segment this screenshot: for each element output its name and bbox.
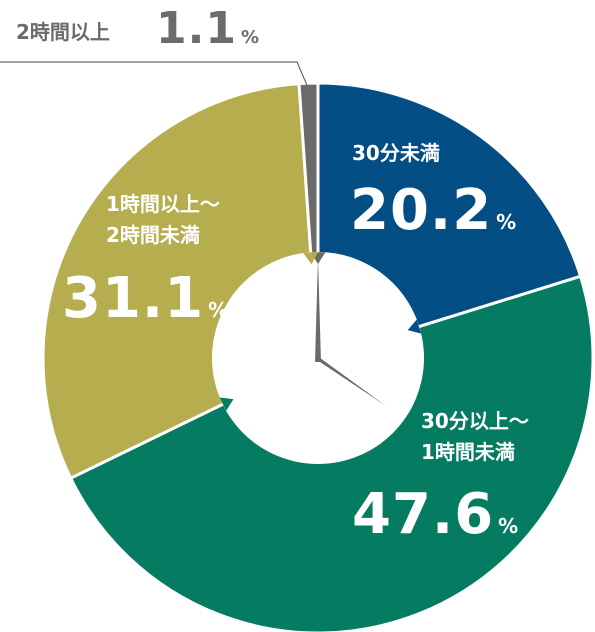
slice-4-value: 1.1%: [156, 3, 259, 54]
slice-3-label-line-2: 2時間未満: [106, 223, 200, 247]
slice-2-value-number: 47.6: [352, 482, 494, 547]
chart-center: [212, 252, 424, 464]
chart-labels: 30分未満 20.2 % 30分以上～ 1時間未満 47.6 % 1時間以上～ 2時間未満 31.…: [0, 3, 529, 547]
boundary-notch: [407, 319, 422, 334]
slice-1-label: 30分未満: [352, 141, 440, 165]
slice-2-label-line-2: 1時間未満: [421, 440, 515, 464]
minute-hand: [315, 258, 321, 362]
slice-3-label-line-1: 1時間以上～: [106, 192, 220, 216]
clock-hands-icon: [315, 258, 386, 406]
hour-hand: [316, 355, 386, 406]
slice-4-leader-line: [0, 61, 310, 90]
slice-4-label: 2時間以上: [16, 20, 110, 44]
boundary-notch: [219, 397, 234, 411]
slice-2-label-line-1: 30分以上～: [421, 409, 529, 433]
slice-1-value-number: 20.2: [350, 178, 492, 243]
slice-3-value-number: 31.1: [62, 266, 204, 331]
slice-1-value: 20.2%: [350, 178, 516, 243]
slice-4-value-number: 1.1: [156, 3, 237, 54]
boundary-notch: [303, 252, 319, 265]
slice-1-value-unit: %: [496, 210, 516, 234]
slice-3-value: 31.1%: [62, 266, 228, 331]
slice-2-value-unit: %: [498, 514, 518, 538]
slice-3-value-unit: %: [208, 298, 228, 322]
slice-4-value-unit: %: [241, 27, 259, 48]
slice-2-value: 47.6%: [352, 482, 518, 547]
